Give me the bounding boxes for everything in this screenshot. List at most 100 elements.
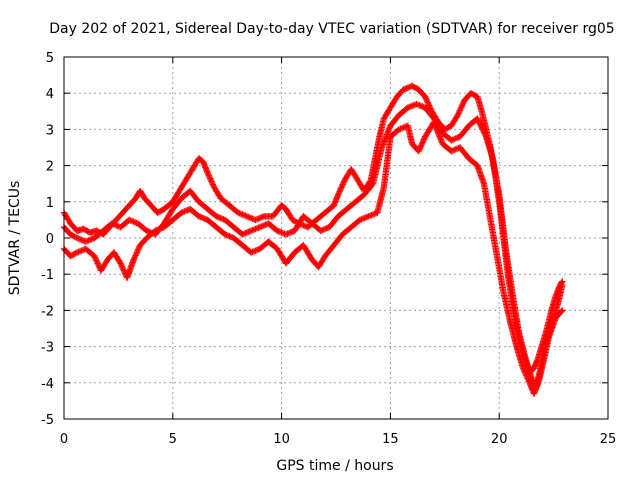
data-point-series-2 (366, 212, 374, 219)
data-point-series-1 (73, 234, 81, 242)
x-axis-label: GPS time / hours (276, 458, 393, 474)
data-point-series-1 (255, 224, 262, 231)
data-point-series-2 (521, 369, 529, 376)
data-point-series-0 (459, 101, 466, 108)
data-point-series-0 (256, 214, 264, 222)
data-point-series-0 (208, 178, 215, 185)
data-point-series-2 (76, 248, 84, 255)
y-tick-label: -1 (41, 268, 54, 283)
data-point-series-2 (91, 254, 99, 261)
data-point-series-2 (133, 250, 140, 258)
data-point-series-2 (417, 143, 424, 150)
data-point-series-0 (237, 210, 245, 218)
data-point-series-0 (340, 179, 347, 187)
data-point-series-1 (213, 213, 220, 220)
data-point-series-2 (520, 366, 527, 373)
data-point-series-2 (116, 258, 123, 266)
data-point-series-0 (458, 103, 465, 110)
data-point-series-0 (208, 179, 216, 187)
data-point-series-1 (413, 100, 420, 108)
data-point-series-2 (365, 213, 372, 220)
data-point-series-0 (234, 209, 242, 216)
data-point-series-2 (92, 255, 99, 263)
data-point-series-1 (143, 227, 150, 234)
data-point-series-2 (448, 147, 455, 155)
x-tick-label: 20 (491, 432, 508, 447)
data-point-series-1 (111, 221, 118, 228)
data-point-series-1 (481, 130, 489, 138)
data-point-series-0 (425, 102, 433, 109)
data-point-series-1 (239, 231, 246, 238)
data-point-series-1 (86, 236, 94, 244)
data-point-series-0 (334, 191, 342, 198)
data-point-series-2 (134, 247, 141, 255)
data-point-series-0 (205, 171, 212, 178)
data-point-series-1 (274, 227, 281, 234)
data-point-series-1 (474, 116, 482, 124)
x-tick-label: 0 (60, 432, 68, 447)
data-point-series-1 (108, 220, 116, 227)
data-point-series-0 (245, 213, 252, 221)
data-point-series-0 (422, 95, 430, 102)
y-tick-label: 2 (46, 160, 54, 175)
data-point-series-1 (84, 237, 91, 245)
data-point-series-0 (252, 216, 259, 224)
data-point-series-1 (249, 226, 256, 234)
data-point-series-1 (218, 215, 226, 222)
data-point-series-0 (246, 214, 253, 221)
data-point-series-2 (135, 246, 142, 253)
data-point-series-0 (204, 169, 211, 177)
data-point-series-1 (85, 237, 92, 244)
data-point-series-2 (157, 225, 165, 232)
data-point-series-2 (249, 248, 256, 256)
data-point-series-0 (236, 210, 243, 217)
data-point-series-2 (135, 244, 143, 252)
data-point-series-2 (78, 247, 85, 254)
data-point-series-2 (224, 232, 232, 239)
data-point-series-2 (198, 214, 206, 221)
data-point-series-1 (476, 120, 484, 128)
data-point-series-1 (419, 103, 426, 110)
data-point-series-1 (288, 228, 295, 236)
data-point-series-1 (127, 217, 134, 224)
data-point-series-0 (259, 213, 266, 221)
data-point-series-2 (371, 210, 378, 218)
data-point-series-1 (79, 237, 87, 244)
data-point-series-0 (336, 188, 343, 195)
data-point-series-1 (246, 228, 253, 235)
data-point-series-2 (120, 267, 128, 274)
data-point-series-2 (525, 376, 532, 384)
data-point-series-0 (336, 187, 344, 194)
data-point-series-2 (449, 147, 456, 154)
data-point-series-0 (456, 107, 464, 114)
y-tick-label: 3 (46, 123, 54, 138)
data-point-series-2 (369, 211, 377, 218)
data-point-series-2 (178, 209, 185, 216)
data-point-series-0 (457, 105, 464, 113)
y-tick-label: 1 (46, 196, 54, 211)
data-point-series-0 (205, 172, 213, 179)
data-point-series-1 (284, 230, 291, 237)
data-point-series-2 (416, 146, 423, 153)
data-point-series-2 (247, 249, 255, 256)
data-point-series-1 (214, 213, 221, 221)
data-point-series-2 (452, 146, 459, 153)
y-tick-label: -5 (41, 413, 54, 428)
data-point-series-2 (195, 213, 203, 220)
data-point-series-2 (119, 265, 127, 273)
x-tick-label: 25 (600, 432, 617, 447)
data-point-series-2 (363, 213, 371, 221)
chart-title: Day 202 of 2021, Sidereal Day-to-day VTE… (49, 21, 614, 37)
data-point-series-1 (417, 102, 425, 110)
data-point-series-0 (457, 104, 465, 111)
data-point-series-0 (339, 181, 346, 188)
y-tick-label: -4 (41, 377, 54, 392)
data-point-series-1 (321, 225, 329, 233)
data-point-series-1 (88, 236, 95, 243)
data-point-series-2 (221, 231, 229, 238)
data-point-series-1 (110, 220, 117, 228)
data-point-series-2 (419, 139, 426, 146)
data-point-series-0 (247, 214, 255, 222)
data-point-series-1 (404, 104, 412, 111)
data-point-series-2 (395, 126, 403, 133)
